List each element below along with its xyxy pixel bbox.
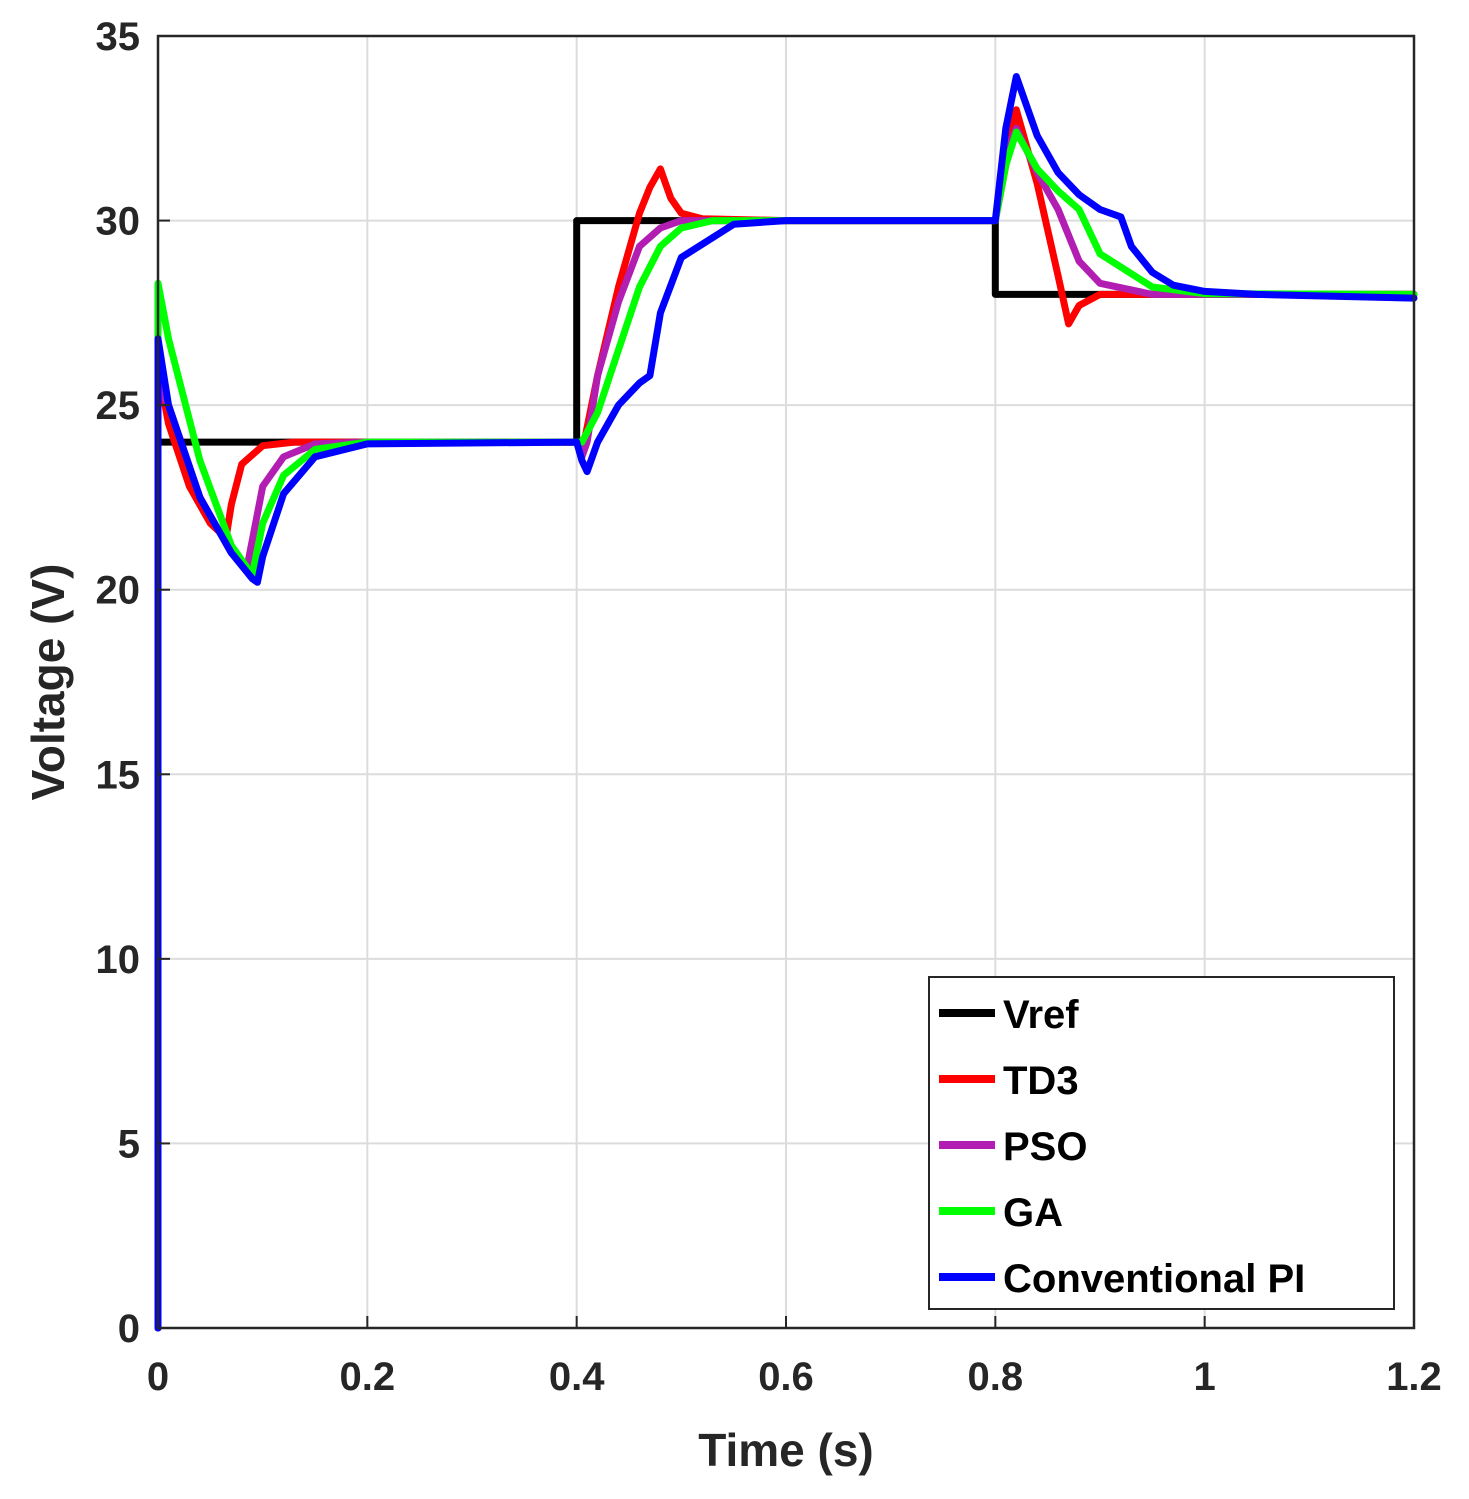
- x-axis-label: Time (s): [698, 1424, 874, 1476]
- y-axis-ticks: 0 5 10 15 20 25 30 35: [96, 15, 170, 1351]
- x-axis-ticks: 0 0.2 0.4 0.6 0.8 1 1.2: [147, 1316, 1442, 1399]
- legend-entry: TD3: [939, 1059, 1079, 1103]
- y-axis-label: Voltage (V): [22, 564, 74, 801]
- legend-entry: GA: [939, 1191, 1063, 1235]
- legend-entry: Vref: [939, 993, 1079, 1037]
- x-tick-label: 1: [1194, 1355, 1216, 1399]
- y-tick-label: 25: [96, 384, 141, 428]
- series-lines: [154, 73, 1418, 1332]
- legend: Vref TD3 PSO GA Conventional PI: [928, 976, 1395, 1310]
- legend-label: PSO: [1003, 1125, 1087, 1169]
- legend-entry: Conventional PI: [939, 1257, 1305, 1301]
- x-tick-label: 0: [147, 1355, 169, 1399]
- y-tick-label: 35: [96, 15, 141, 59]
- y-tick-label: 5: [118, 1122, 140, 1166]
- legend-label: Vref: [1003, 993, 1079, 1037]
- series-line-conventional-pi: [154, 73, 1418, 1332]
- x-tick-label: 0.8: [968, 1355, 1024, 1399]
- x-tick-label: 0.4: [549, 1355, 605, 1399]
- y-tick-label: 0: [118, 1307, 140, 1351]
- legend-box: [928, 976, 1395, 1310]
- legend-label: TD3: [1003, 1059, 1079, 1103]
- x-tick-label: 0.6: [758, 1355, 814, 1399]
- legend-entries: Vref TD3 PSO GA Conventional PI: [939, 993, 1305, 1301]
- legend-label: GA: [1003, 1191, 1063, 1235]
- y-tick-label: 20: [96, 569, 141, 613]
- x-tick-label: 0.2: [340, 1355, 396, 1399]
- x-tick-label: 1.2: [1386, 1355, 1442, 1399]
- legend-entry: PSO: [939, 1125, 1087, 1169]
- series-line-td3: [154, 106, 1418, 1332]
- y-tick-label: 15: [96, 753, 141, 797]
- y-tick-label: 30: [96, 200, 141, 244]
- legend-label: Conventional PI: [1003, 1257, 1305, 1301]
- y-tick-label: 10: [96, 938, 141, 982]
